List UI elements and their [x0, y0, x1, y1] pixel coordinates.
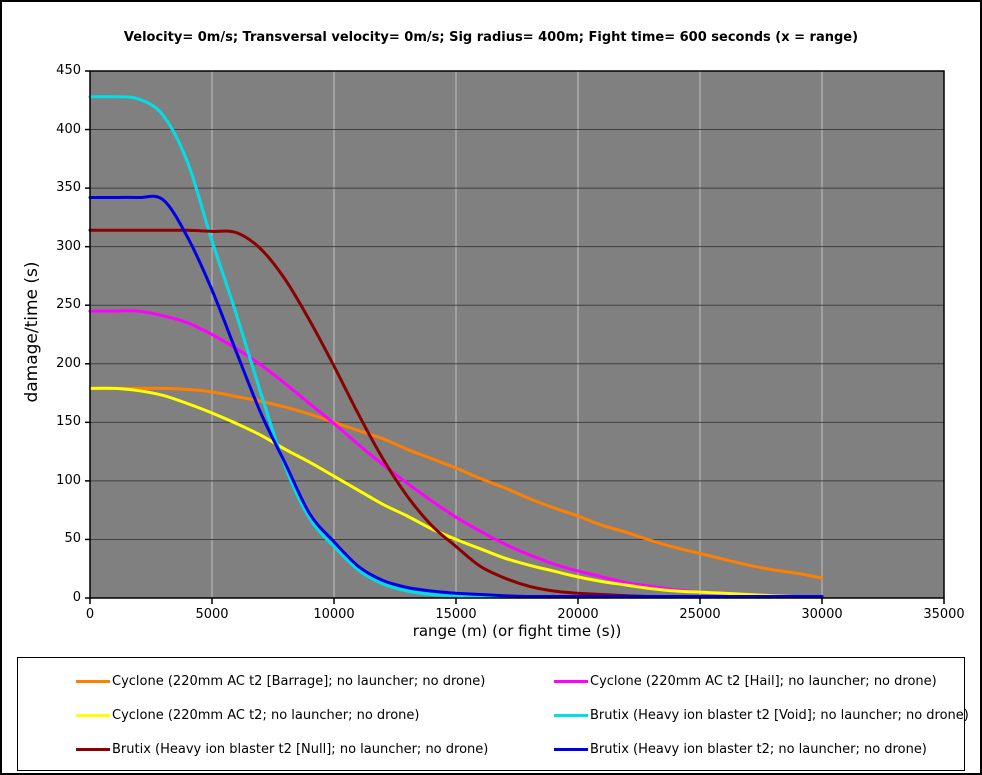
y-tick-label: 100: [56, 472, 81, 488]
legend-line-marker: [554, 747, 588, 751]
plot-svg: [85, 70, 945, 604]
series-line-2: [88, 386, 824, 599]
y-tick-label: 350: [56, 180, 81, 196]
y-tick-label: 250: [56, 297, 81, 313]
legend-label: Brutix (Heavy ion blaster t2 [Void]; no …: [590, 707, 969, 723]
legend-item: Brutix (Heavy ion blaster t2 [Null]; no …: [76, 739, 488, 759]
x-tick-label: 5000: [195, 607, 229, 622]
x-tick-label: 10000: [313, 607, 355, 622]
legend-line-marker: [554, 679, 588, 683]
legend-item: Cyclone (220mm AC t2 [Barrage]; no launc…: [76, 671, 485, 691]
series-line-5: [88, 194, 824, 599]
x-tick-label: 20000: [557, 607, 599, 622]
legend-label: Brutix (Heavy ion blaster t2 [Null]; no …: [112, 741, 489, 757]
plot-background: [90, 71, 944, 598]
x-tick-label: 35000: [923, 607, 965, 622]
legend-line-marker: [554, 713, 588, 717]
legend-line-marker: [76, 713, 110, 717]
legend-label: Cyclone (220mm AC t2 [Hail]; no launcher…: [590, 673, 937, 689]
x-axis-title: range (m) (or fight time (s)): [412, 622, 622, 640]
y-tick-label: 0: [72, 590, 81, 605]
y-tick-label: 200: [56, 355, 81, 371]
x-tick-label: 25000: [679, 607, 721, 622]
legend-line-marker: [76, 679, 110, 683]
legend-line-marker: [76, 747, 110, 751]
y-tick-label: 50: [64, 531, 81, 547]
y-tick-label: 450: [56, 63, 81, 78]
y-tick-label: 400: [56, 121, 81, 137]
legend-label: Cyclone (220mm AC t2 [Barrage]; no launc…: [112, 673, 486, 689]
legend-item: Brutix (Heavy ion blaster t2; no launche…: [554, 739, 927, 759]
plot-area: [85, 70, 945, 604]
y-tick-label: 300: [56, 238, 81, 254]
legend-item: Brutix (Heavy ion blaster t2 [Void]; no …: [554, 705, 969, 725]
x-tick-label: 30000: [801, 607, 843, 622]
legend-label: Cyclone (220mm AC t2; no launcher; no dr…: [112, 707, 420, 723]
chart-title: Velocity= 0m/s; Transversal velocity= 0m…: [123, 30, 859, 45]
y-axis-title: damage/time (s): [22, 261, 42, 403]
series-line-0: [88, 386, 824, 580]
legend-item: Cyclone (220mm AC t2; no launcher; no dr…: [76, 705, 419, 725]
x-tick-label: 0: [85, 607, 95, 622]
legend-label: Brutix (Heavy ion blaster t2; no launche…: [590, 741, 927, 757]
legend: Cyclone (220mm AC t2 [Barrage]; no launc…: [17, 657, 969, 771]
legend-item: Cyclone (220mm AC t2 [Hail]; no launcher…: [554, 671, 937, 691]
plot-border: [89, 70, 945, 599]
y-tick-label: 150: [56, 414, 81, 430]
x-tick-label: 15000: [435, 607, 477, 622]
